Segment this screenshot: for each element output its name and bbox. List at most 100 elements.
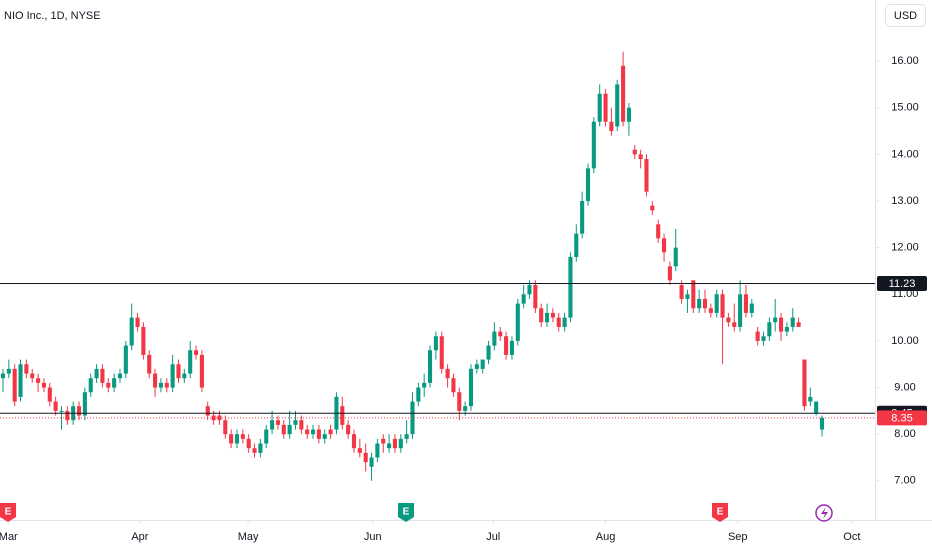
candle-body (270, 420, 275, 430)
candle-body (714, 294, 719, 313)
candle-body (182, 373, 187, 379)
candle-body (638, 154, 643, 160)
candle-body (176, 364, 181, 379)
candle-body (667, 266, 672, 281)
x-tick-label: Jun (364, 531, 382, 543)
currency-label[interactable]: USD (894, 10, 917, 22)
price-label-box (877, 276, 927, 292)
candle-body (480, 359, 485, 369)
y-tick-label: 13.00 (891, 195, 919, 207)
candle-body (568, 256, 573, 318)
candle-body (112, 378, 117, 388)
candle-body (597, 93, 602, 122)
earnings-marker: E (0, 503, 16, 522)
y-tick-label: 16.00 (891, 55, 919, 67)
candle-body (445, 368, 450, 379)
price-label: 11.23 (889, 278, 916, 290)
y-tick-label: 11.00 (892, 288, 919, 300)
candle-body (650, 205, 655, 211)
candle-body (223, 420, 228, 435)
candle-body (404, 434, 409, 439)
candle-body (544, 312, 550, 323)
candle-body (188, 350, 193, 374)
candle-body (375, 443, 380, 458)
candle-body (398, 438, 403, 449)
candle-body (281, 424, 286, 435)
candle-body (457, 392, 462, 411)
candle-body (410, 401, 415, 435)
candle-body (585, 168, 591, 202)
y-tick-label: 7.00 (894, 475, 915, 487)
candle-body (117, 373, 123, 379)
y-tick-label: 10.00 (891, 335, 919, 347)
candle-body (486, 345, 491, 360)
candle-body (287, 424, 292, 435)
earnings-marker: E (712, 503, 728, 522)
candle-body (539, 308, 544, 323)
candle-body (316, 429, 321, 439)
x-tick-label: Sep (728, 531, 748, 543)
candle-body (533, 284, 538, 309)
candle-body (141, 326, 146, 355)
candle-body (738, 294, 743, 327)
candle-body (310, 429, 316, 435)
candle-body (498, 331, 503, 337)
candle-body (135, 317, 140, 327)
candle-body (656, 224, 661, 239)
candle-body (123, 345, 128, 374)
candle-body (47, 387, 52, 402)
candle-body (170, 364, 175, 388)
candle-body (790, 317, 795, 327)
candle-body (100, 368, 105, 383)
candle-body (340, 406, 345, 425)
candle-body (515, 303, 520, 341)
candle-body (761, 336, 766, 341)
candle-body (814, 401, 819, 414)
candle-body (556, 317, 561, 327)
candle-body (293, 420, 298, 425)
candle-body (36, 378, 41, 383)
candle-body (574, 233, 579, 257)
candle-body (76, 406, 82, 416)
x-tick-label: Mar (0, 531, 18, 543)
candle-body (591, 121, 596, 169)
x-tick-label: May (238, 531, 259, 543)
candle-body (12, 368, 17, 402)
candle-body (691, 280, 696, 309)
candle-body (59, 410, 64, 412)
earnings-marker-label: E (5, 507, 12, 518)
y-tick-label: 12.00 (891, 242, 919, 254)
candle-body (147, 354, 152, 374)
candle-body (451, 378, 456, 393)
candle-body (24, 364, 29, 374)
candle-body (755, 331, 760, 341)
candle-body (802, 359, 807, 407)
candle-body (726, 317, 731, 323)
candle-body (305, 429, 310, 435)
candle-body (749, 303, 754, 313)
earnings-marker: E (398, 503, 414, 522)
candle-body (88, 378, 93, 393)
dividend-marker[interactable] (815, 504, 833, 522)
price-label-box (877, 410, 927, 426)
candle-body (6, 368, 11, 374)
candle-body (193, 350, 199, 355)
currency-button[interactable] (885, 4, 926, 27)
candle-body (433, 336, 438, 351)
candle-body (106, 382, 111, 388)
candle-body (322, 434, 327, 439)
candle-body (773, 317, 778, 323)
y-tick-label: 14.00 (891, 148, 919, 160)
candle-body (463, 406, 468, 411)
candle-body (720, 294, 725, 318)
candle-body (53, 401, 58, 411)
plot: 7.00 8.00 9.00 10.00 11.00 12.00 13.00 14.00 15.… (0, 51, 927, 543)
candle-body (767, 322, 772, 337)
candle-body (644, 159, 649, 192)
candle-body (246, 438, 251, 449)
candle-body (609, 121, 614, 132)
earnings-marker-label: E (717, 507, 724, 518)
candle-body (381, 438, 386, 444)
